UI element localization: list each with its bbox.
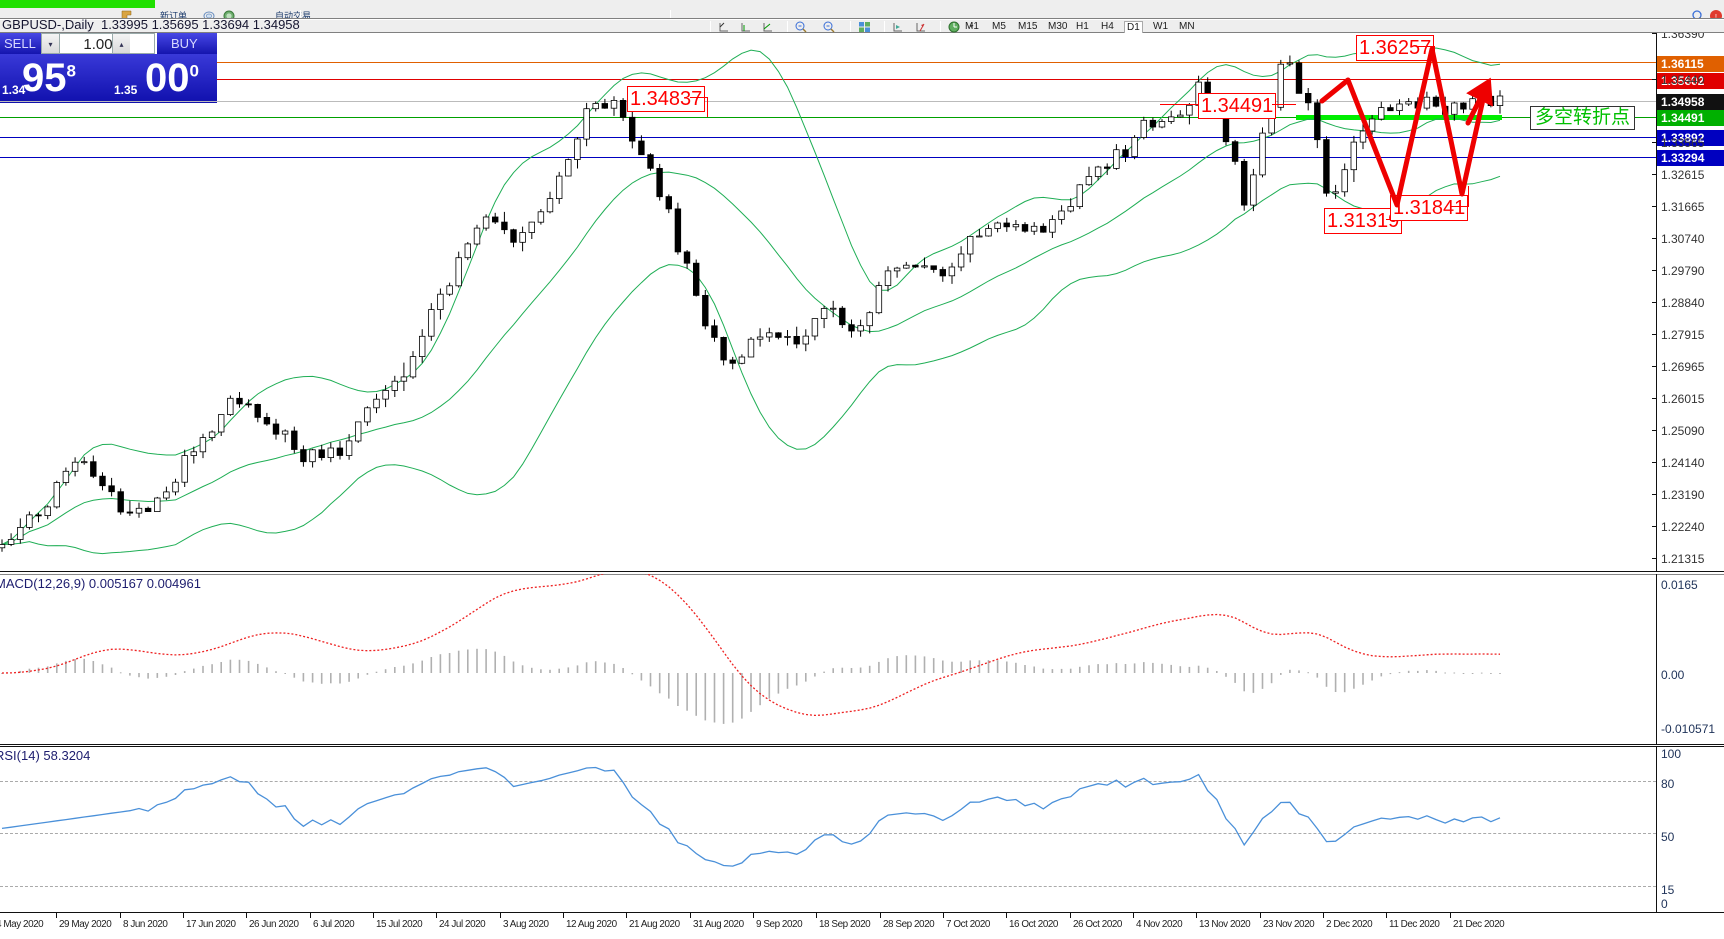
svg-text:!: ! (1715, 14, 1717, 19)
